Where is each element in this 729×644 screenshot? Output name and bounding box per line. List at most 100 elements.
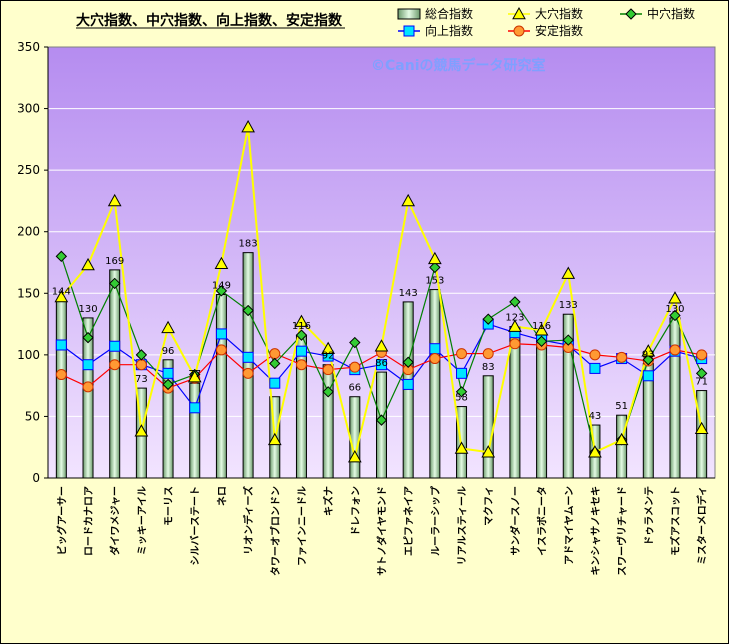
marker-s1-8 — [267, 432, 282, 446]
marker-s3-0 — [55, 339, 67, 351]
category-label-9: ファインニードル — [296, 486, 308, 566]
marker-s1-21 — [614, 432, 629, 446]
marker-s2-10 — [322, 386, 334, 398]
bar-21 — [616, 414, 628, 479]
marker-s3-20 — [589, 362, 601, 374]
marker-s1-15 — [454, 441, 469, 454]
marker-s1-24 — [694, 421, 709, 435]
data-label-15: 58 — [455, 393, 468, 404]
marker-s2-3 — [135, 349, 148, 361]
chart-title: 大穴指数、中穴指数、向上指数、安定指数 — [76, 12, 343, 29]
marker-s2-16 — [482, 313, 494, 325]
marker-s1-9 — [294, 314, 309, 327]
marker-s1-20 — [588, 445, 602, 458]
marker-s3-2 — [109, 340, 121, 352]
category-label-5: シルバーステート — [190, 486, 202, 566]
marker-s2-14 — [429, 261, 441, 274]
marker-s3-13 — [402, 378, 414, 390]
marker-s4-16 — [482, 348, 494, 360]
marker-s2-12 — [375, 414, 388, 426]
marker-s2-18 — [535, 335, 548, 348]
category-label-15: リアルスティール — [457, 486, 469, 565]
marker-s1-4 — [161, 320, 175, 334]
legend-swatch-0 — [397, 8, 421, 20]
marker-s3-7 — [242, 351, 254, 363]
marker-s1-10 — [321, 341, 335, 354]
marker-s1-2 — [107, 193, 122, 207]
marker-s1-0 — [54, 289, 69, 303]
y-tick-label: 0 — [32, 471, 40, 485]
marker-s2-4 — [162, 378, 174, 391]
marker-s4-23 — [669, 344, 681, 356]
category-label-11: ドレフォン — [350, 486, 362, 536]
y-tick-label: 150 — [17, 286, 40, 300]
marker-s4-8 — [269, 348, 281, 360]
data-label-4: 96 — [162, 346, 175, 357]
bar-24 — [696, 390, 708, 479]
marker-s1-11 — [347, 450, 362, 463]
marker-s1-1 — [81, 257, 95, 271]
marker-s3-6 — [215, 328, 227, 340]
category-label-17: サンダースノー — [509, 486, 522, 556]
category-label-23: モズアスコット — [669, 486, 682, 556]
marker-s1-3 — [134, 424, 149, 437]
marker-s1-23 — [668, 291, 682, 304]
category-label-18: イスラボニータ — [536, 486, 549, 556]
marker-s1-14 — [428, 251, 442, 265]
category-label-22: ドゥラメンテ — [643, 486, 655, 546]
bar-11 — [349, 396, 361, 479]
marker-s4-21 — [616, 351, 628, 363]
x-axis-categories: ビッグアーサー ロードカナロア ダイワメジャー ミッキーアイル モーリス シルバーステート… — [55, 485, 708, 576]
marker-s1-7 — [241, 120, 255, 133]
marker-s4-24 — [696, 349, 708, 361]
marker-s3-5 — [189, 402, 201, 414]
bar-6 — [215, 294, 227, 479]
legend-label-4: 安定指数 — [535, 23, 583, 38]
category-label-20: キンシャサノキセキ — [590, 486, 602, 576]
bar-2 — [109, 269, 121, 479]
category-label-2: ダイワメジャー — [109, 486, 122, 556]
data-label-16: 83 — [482, 362, 495, 373]
data-label-21: 51 — [615, 401, 628, 412]
category-label-7: リオンディーズ — [242, 486, 255, 555]
marker-s2-6 — [215, 285, 228, 297]
category-label-1: ロードカナロア — [83, 486, 95, 556]
data-label-2: 169 — [105, 256, 124, 267]
data-label-9: 116 — [292, 321, 311, 332]
marker-s4-11 — [349, 361, 361, 373]
y-tick-label: 100 — [17, 348, 40, 362]
data-label-18: 116 — [532, 321, 551, 332]
marker-s2-24 — [695, 367, 708, 380]
marker-s2-23 — [669, 309, 681, 322]
marker-s2-11 — [349, 336, 361, 349]
data-label-11: 66 — [348, 383, 361, 394]
marker-s4-17 — [509, 338, 521, 350]
y-axis-ticks: 0 50 100 150 200 250 300 350 — [17, 40, 715, 485]
category-label-6: ネロ — [216, 486, 228, 506]
legend-marker-4 — [513, 25, 525, 37]
marker-s1-6 — [214, 256, 229, 270]
marker-s1-17 — [508, 319, 522, 332]
marker-s4-15 — [456, 348, 468, 360]
y-tick-label: 250 — [17, 163, 40, 177]
data-label-19: 133 — [559, 300, 578, 311]
category-label-16: マクフィ — [483, 486, 495, 526]
category-label-12: サトノダイヤモンド — [376, 486, 389, 576]
data-label-14: 153 — [425, 276, 444, 287]
marker-s2-17 — [509, 296, 521, 308]
marker-s3-14 — [429, 343, 441, 355]
category-label-8: タワーオブロンドン — [269, 486, 282, 576]
marker-s1-13 — [401, 193, 416, 207]
data-label-5: 77 — [188, 369, 201, 380]
marker-s4-10 — [322, 364, 334, 376]
bar-10 — [322, 364, 334, 479]
marker-s1-5 — [187, 369, 202, 383]
y-tick-label: 350 — [17, 40, 40, 54]
marker-s3-4 — [162, 367, 174, 379]
marker-s2-2 — [108, 277, 121, 290]
category-label-10: キズナ — [322, 486, 335, 516]
category-label-13: エピファネイア — [403, 486, 415, 556]
legend-label-2: 中穴指数 — [647, 6, 695, 21]
marker-s4-0 — [55, 369, 67, 381]
